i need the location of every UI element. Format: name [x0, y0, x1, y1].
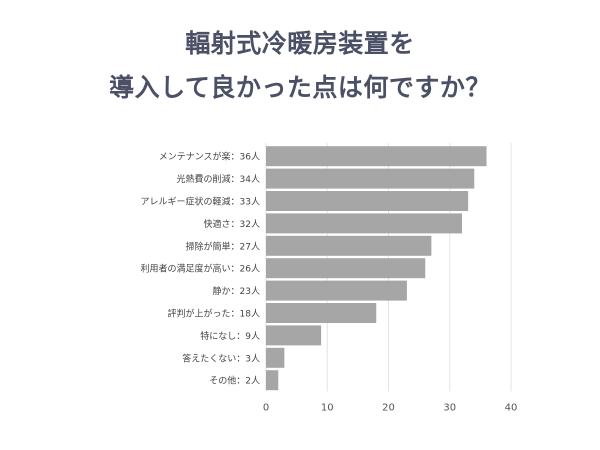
x-tick-label: 40	[505, 402, 518, 413]
category-label: 光熱費の削減：34人	[177, 173, 260, 185]
bar	[266, 235, 432, 256]
category-label: 特になし：9人	[200, 330, 260, 342]
category-label: 答えたくない：3人	[182, 352, 260, 364]
x-tick-labels: 0 10 20 30 40	[263, 402, 518, 413]
category-label: メンテナンスが楽：36人	[159, 151, 260, 163]
bar	[266, 168, 475, 189]
bar	[266, 213, 462, 234]
bar	[266, 370, 279, 391]
x-tick-label: 10	[321, 402, 334, 413]
bar	[266, 347, 285, 368]
bars	[266, 146, 487, 391]
x-tick-label: 0	[263, 402, 269, 413]
bar	[266, 146, 487, 167]
category-label: 快適さ：32人	[204, 218, 260, 230]
x-tick-label: 30	[443, 402, 456, 413]
chart-title-line-1: 輻射式冷暖房装置を	[185, 29, 415, 58]
bar	[266, 191, 469, 211]
bar	[266, 303, 377, 323]
category-label: アレルギー症状の軽減：33人	[141, 196, 260, 208]
chart-title-line-2: 導入して良かった点は何ですか？	[109, 73, 491, 102]
bar	[266, 280, 407, 301]
x-tick-label: 20	[382, 402, 395, 413]
category-labels: メンテナンスが楽：36人光熱費の削減：34人アレルギー症状の軽減：33人快適さ：…	[141, 151, 260, 387]
category-label: その他：2人	[209, 375, 260, 387]
category-label: 評判が上がった：18人	[168, 308, 260, 320]
bar	[266, 258, 426, 279]
category-label: 掃除が簡単：27人	[186, 240, 260, 252]
category-label: 静か：23人	[213, 285, 260, 297]
category-label: 利用者の満足度が高い：26人	[141, 263, 260, 275]
bar	[266, 325, 322, 346]
